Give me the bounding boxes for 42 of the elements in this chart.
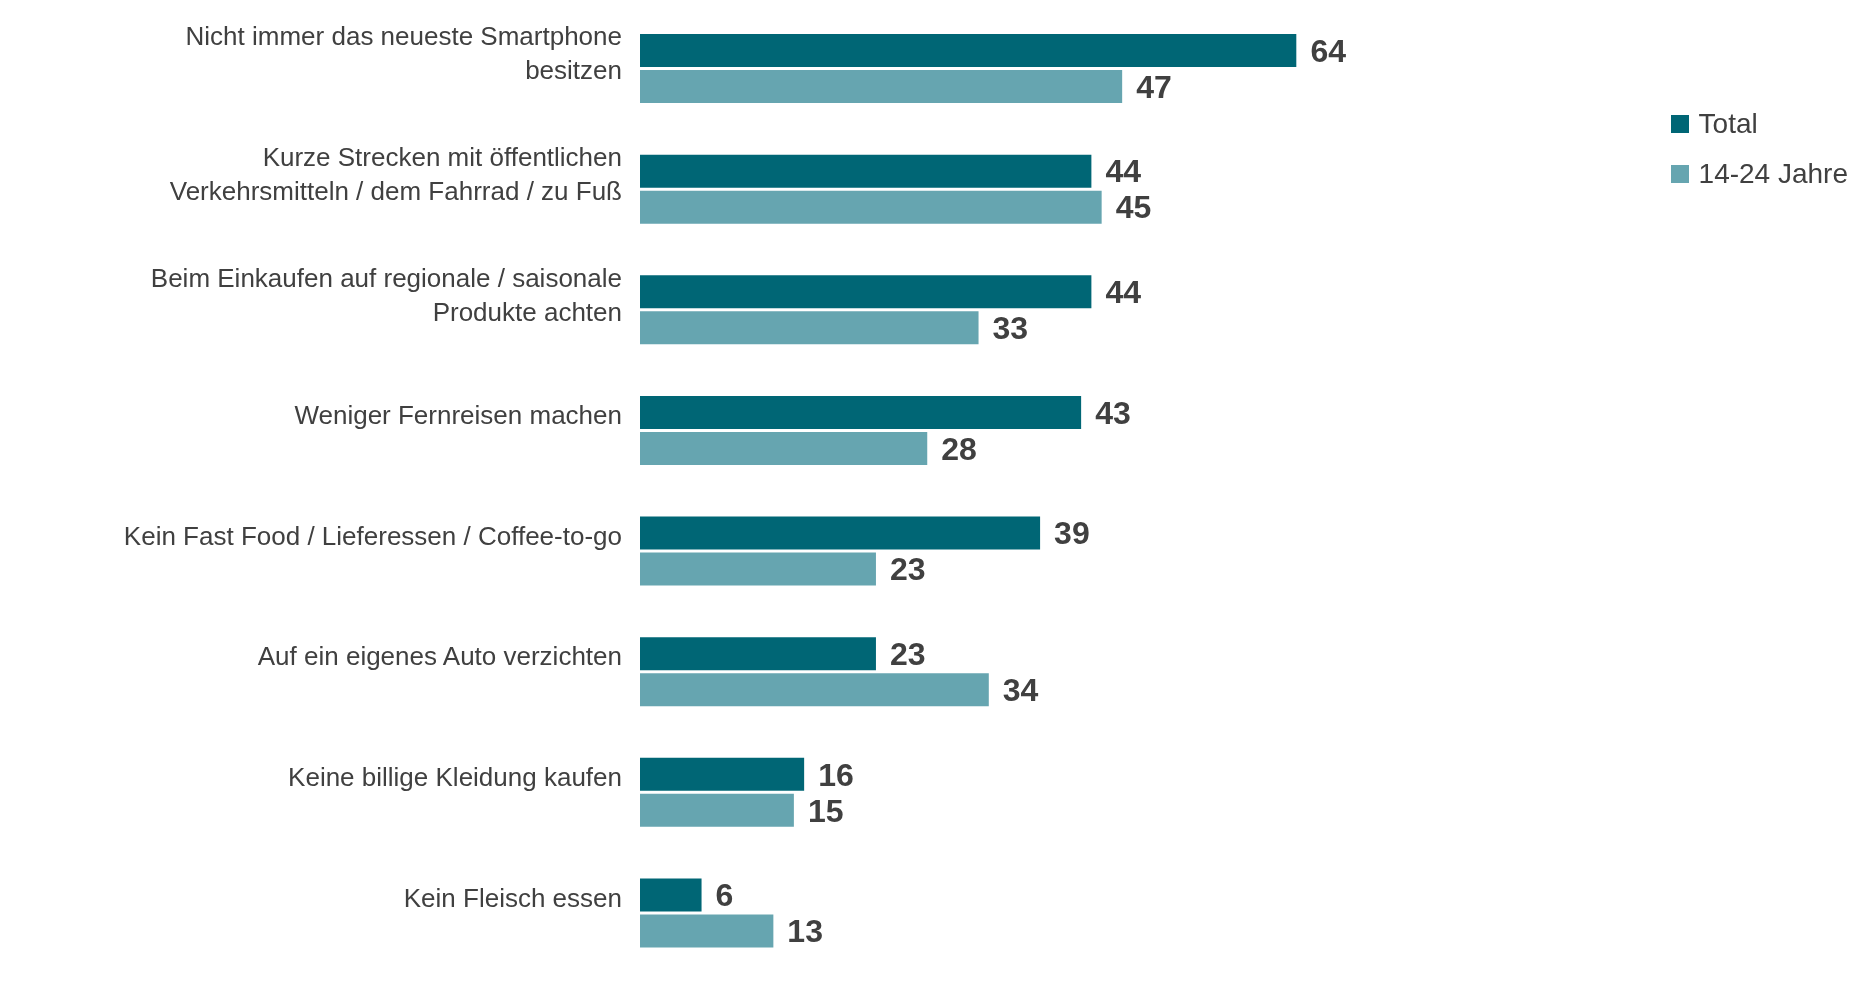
bar xyxy=(640,757,805,791)
data-label: 39 xyxy=(1054,515,1090,552)
bar xyxy=(640,395,1082,429)
bar xyxy=(640,275,1092,309)
data-label: 44 xyxy=(1105,153,1142,190)
bar xyxy=(640,637,876,671)
data-label: 13 xyxy=(787,913,823,950)
bar xyxy=(640,914,774,948)
data-label: 43 xyxy=(1095,394,1131,431)
bar xyxy=(640,311,979,345)
y-tick-label: Kurze Strecken mit öffentlichen Verkehrsmitteln / dem Fahrrad / zu Fuß xyxy=(169,141,622,206)
y-tick-label: Kein Fleisch essen xyxy=(403,882,622,913)
bar xyxy=(640,878,702,912)
bar xyxy=(640,516,1041,550)
data-label: 15 xyxy=(807,792,844,829)
y-tick-label: Kein Fast Food / Lieferessen / Coffee-to-go xyxy=(123,520,622,551)
y-tick-label: Auf ein eigenes Auto verzichten xyxy=(257,641,622,672)
legend-label: 14-24 Jahre xyxy=(1698,158,1848,190)
data-label: 45 xyxy=(1115,189,1152,226)
bar xyxy=(640,190,1102,224)
data-label: 64 xyxy=(1310,32,1347,69)
data-label: 6 xyxy=(715,877,734,914)
data-label: 23 xyxy=(889,635,926,672)
bar xyxy=(640,70,1123,103)
bar xyxy=(640,431,928,465)
bar xyxy=(640,552,876,586)
bar xyxy=(640,673,989,707)
legend-label: Total xyxy=(1698,108,1758,140)
bar xyxy=(640,793,794,827)
data-label: 33 xyxy=(992,310,1029,347)
bar xyxy=(640,154,1092,188)
y-tick-label: Weniger Fernreisen machen xyxy=(294,400,622,431)
data-label: 28 xyxy=(941,430,977,467)
y-tick-label: Beim Einkaufen auf regionale / saisonale Produkte achten xyxy=(150,262,622,327)
bar xyxy=(640,34,1297,67)
y-tick-label: Nicht immer das neueste Smartphone besitzen xyxy=(185,21,622,86)
data-label: 47 xyxy=(1136,68,1172,105)
data-label: 23 xyxy=(889,551,926,588)
data-label: 44 xyxy=(1105,274,1142,311)
y-tick-label: Keine billige Kleidung kaufen xyxy=(288,761,622,792)
data-label: 34 xyxy=(1002,671,1039,708)
data-label: 16 xyxy=(818,756,854,793)
